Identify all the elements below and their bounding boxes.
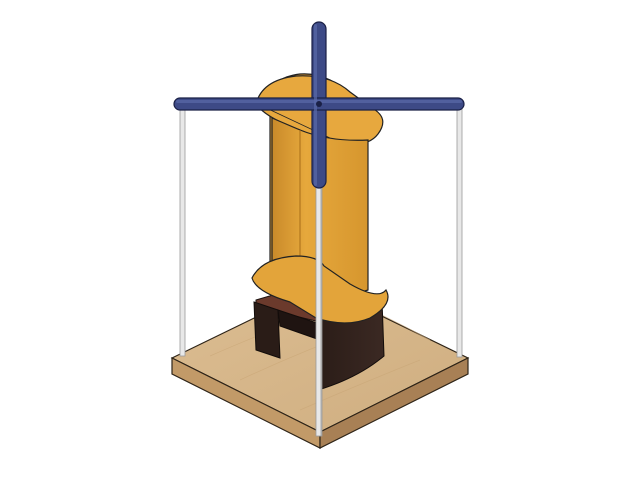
crossbar-frame (173, 21, 465, 189)
support-rod-front-left (315, 185, 322, 437)
base-right-face (319, 357, 469, 449)
support-rod-back-left (179, 105, 186, 357)
support-rod-back-right (456, 103, 463, 358)
crossbar-center-hub (316, 101, 322, 107)
pedestal-left-block (253, 301, 281, 359)
